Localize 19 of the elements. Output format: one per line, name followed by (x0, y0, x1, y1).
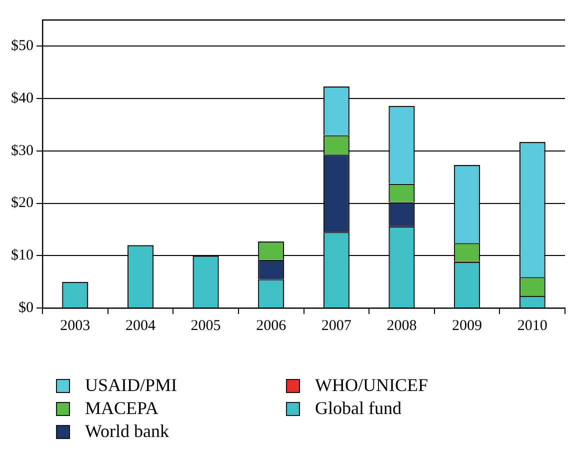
legend-label: World bank (85, 421, 170, 442)
y-tick-label: $40 (11, 90, 34, 106)
y-tick-label: $10 (11, 248, 34, 264)
y-tick-label: $0 (18, 300, 34, 316)
x-tick-label: 2007 (321, 318, 352, 334)
x-tick-label: 2006 (256, 318, 287, 334)
legend-label: Global fund (315, 398, 402, 419)
x-tick-label: 2010 (517, 318, 548, 334)
legend-label: USAID/PMI (85, 375, 178, 396)
legend-label: WHO/UNICEF (315, 375, 428, 396)
x-tick-label: 2008 (386, 318, 417, 334)
x-tick-label: 2009 (452, 318, 482, 334)
y-tick-label: $20 (11, 195, 34, 212)
y-tick-label: $50 (11, 38, 34, 54)
legend-label: MACEPA (85, 398, 158, 419)
y-tick-label: $30 (11, 142, 34, 159)
x-tick-label: 2003 (60, 318, 90, 334)
x-tick-label: 2004 (125, 318, 156, 334)
x-tick-label: 2005 (190, 318, 221, 334)
